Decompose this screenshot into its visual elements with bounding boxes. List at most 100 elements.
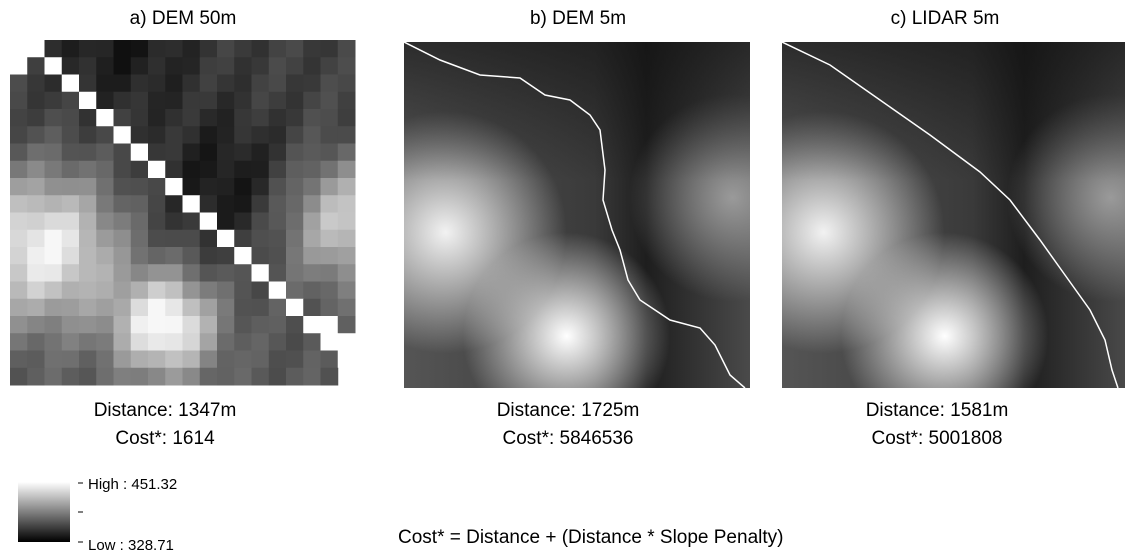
raster-cell [165, 161, 183, 179]
raster-cell [148, 92, 166, 110]
raster-cell [321, 57, 339, 75]
raster-cell [96, 57, 114, 75]
raster-cell [183, 264, 201, 282]
raster-cell [79, 57, 97, 75]
raster-cell [200, 316, 218, 334]
raster-cell [96, 299, 114, 317]
raster-cell [114, 144, 132, 162]
raster-cell [286, 282, 304, 300]
raster-cell [114, 161, 132, 179]
raster-cell [114, 299, 132, 317]
raster-cell [114, 40, 132, 58]
raster-cell [45, 126, 63, 144]
raster-cell [338, 109, 356, 127]
raster-cell [321, 282, 339, 300]
legend-low: Low : 328.71 [88, 537, 174, 554]
raster-cell [10, 213, 28, 231]
raster-cell [234, 144, 252, 162]
raster-cell [252, 368, 270, 386]
raster-cell [321, 144, 339, 162]
raster-cell [131, 75, 149, 93]
raster-cell [148, 282, 166, 300]
raster-cell [79, 333, 97, 351]
raster-cell [183, 57, 201, 75]
raster-cell [252, 40, 270, 58]
raster-cell [252, 247, 270, 265]
raster-cell [45, 247, 63, 265]
raster-cell [27, 75, 45, 93]
raster-cell [27, 282, 45, 300]
raster-cell [200, 247, 218, 265]
raster-cell [269, 333, 287, 351]
raster-cell [321, 299, 339, 317]
raster-cell [200, 368, 218, 386]
raster-cell [269, 144, 287, 162]
raster-cell [303, 92, 321, 110]
raster-cell [62, 213, 80, 231]
raster-cell [45, 195, 63, 213]
raster-cell [252, 92, 270, 110]
raster-cell [131, 92, 149, 110]
raster-cell [338, 126, 356, 144]
raster-cell [303, 230, 321, 248]
raster-cell [286, 230, 304, 248]
panel-title: a) DEM 50m [130, 8, 237, 29]
raster-cell [338, 282, 356, 300]
dem-5m-raster [404, 42, 750, 388]
raster-cell [148, 316, 166, 334]
raster-cell [217, 299, 235, 317]
raster-cell [27, 178, 45, 196]
raster-cell [27, 195, 45, 213]
raster-cell [252, 161, 270, 179]
raster-cell [62, 144, 80, 162]
raster-cell [79, 351, 97, 369]
raster-cell [79, 282, 97, 300]
raster-cell [234, 109, 252, 127]
raster-cell [269, 230, 287, 248]
distance-label: Distance: 1581m [866, 400, 1009, 421]
raster-cell [131, 230, 149, 248]
raster-cell [269, 247, 287, 265]
raster-cell [96, 230, 114, 248]
raster-cell [165, 178, 183, 196]
raster-cell [286, 333, 304, 351]
raster-cell [165, 299, 183, 317]
raster-cell [45, 230, 63, 248]
raster-cell [252, 230, 270, 248]
raster-cell [62, 161, 80, 179]
raster-cell [303, 195, 321, 213]
raster-cell [10, 92, 28, 110]
raster-cell [234, 40, 252, 58]
raster-cell [234, 126, 252, 144]
raster-cell [45, 178, 63, 196]
raster-cell [234, 178, 252, 196]
raster-cell [234, 333, 252, 351]
raster-cell [234, 282, 252, 300]
raster-cell [217, 57, 235, 75]
raster-cell [303, 57, 321, 75]
raster-cell [321, 195, 339, 213]
raster-cell [338, 230, 356, 248]
distance-label: Distance: 1347m [94, 400, 237, 421]
raster-cell [96, 351, 114, 369]
raster-cell [45, 109, 63, 127]
raster-cell [27, 144, 45, 162]
raster-cell [286, 316, 304, 334]
raster-cell [200, 40, 218, 58]
raster-cell [131, 282, 149, 300]
raster-cell [252, 75, 270, 93]
raster-cell [62, 368, 80, 386]
raster-cell [252, 144, 270, 162]
raster-cell [269, 316, 287, 334]
raster-cell [286, 126, 304, 144]
raster-cell [183, 316, 201, 334]
raster-cell [321, 126, 339, 144]
raster-cell [79, 230, 97, 248]
raster-cell [269, 92, 287, 110]
raster-cell [96, 178, 114, 196]
raster-cell [45, 316, 63, 334]
raster-cell [114, 230, 132, 248]
raster-cell [303, 351, 321, 369]
raster-cell [10, 109, 28, 127]
raster-cell [79, 40, 97, 58]
